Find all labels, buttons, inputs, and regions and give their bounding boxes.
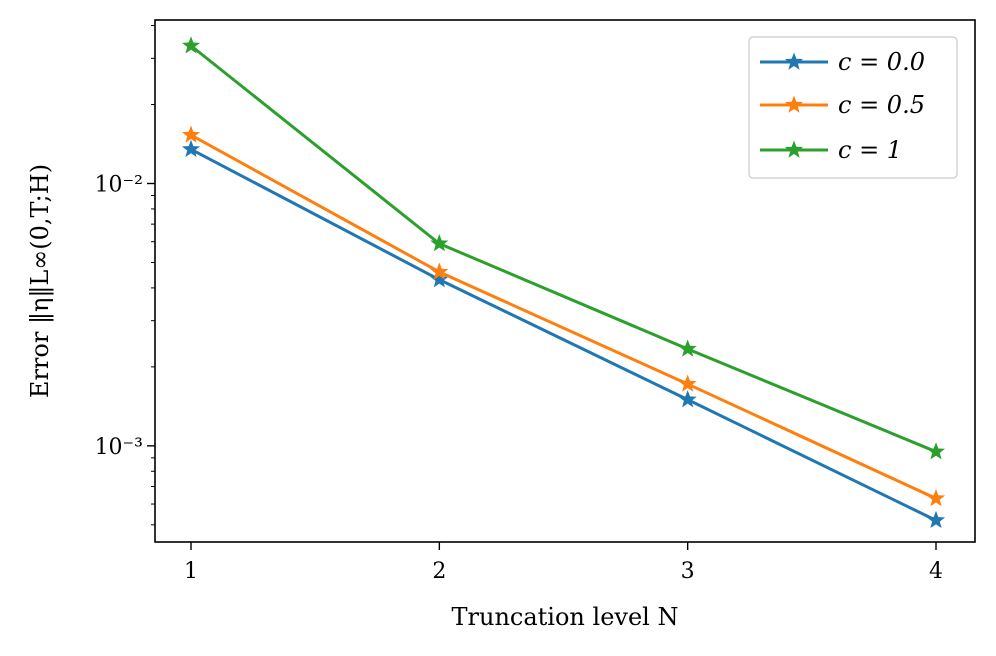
plot-frame [154,19,976,543]
x-ticks: 1 2 3 4 [184,542,943,584]
series-2-point-1 [430,234,449,252]
series-line-1 [190,133,937,500]
x-tick-label-3: 4 [929,559,943,584]
legend-entry-1: c = 0.5 [760,91,925,119]
legend: c = 0.0 c = 0.5 c = 1 [748,36,958,179]
series-2-point-3 [926,442,946,460]
series-2-point-2 [678,339,697,357]
series-layer [181,36,946,529]
series-1-point-0 [181,125,201,143]
y-tick-label-0: 10⁻² [95,173,143,198]
series-line-0 [190,147,937,522]
x-axis-label: Truncation level N [452,603,679,631]
series-0-point-0 [181,139,201,157]
legend-entry-2: c = 1 [760,136,902,164]
y-tick-label-1: 10⁻³ [95,435,143,460]
legend-star-icon-0 [784,52,804,70]
series-1-point-2 [678,374,697,392]
series-1-point-3 [926,488,946,507]
legend-label-2: c = 1 [838,136,902,164]
legend-entry-0: c = 0.0 [760,48,925,76]
series-0-point-2 [678,390,697,408]
legend-label-0: c = 0.0 [838,48,925,76]
y-axis-label: Error ‖η‖L∞(0,T;H) [26,164,55,398]
legend-frame [748,36,958,179]
legend-star-icon-2 [784,140,804,158]
series-2-point-0 [181,36,201,54]
x-axis-label-text: Truncation level N [452,603,679,631]
legend-label-1: c = 0.5 [838,91,925,119]
x-tick-label-2: 3 [681,559,695,584]
y-axis-label-text: Error ‖η‖L∞(0,T;H) [26,164,55,398]
x-tick-label-0: 1 [184,559,198,584]
legend-star-icon-1 [784,95,804,113]
series-0-point-1 [430,270,449,288]
series-line-2 [190,44,937,454]
series-1-point-1 [430,262,449,280]
x-tick-label-1: 2 [432,559,446,584]
y-major-ticks: 10⁻² 10⁻³ [95,173,155,460]
series-0-point-3 [926,510,946,529]
